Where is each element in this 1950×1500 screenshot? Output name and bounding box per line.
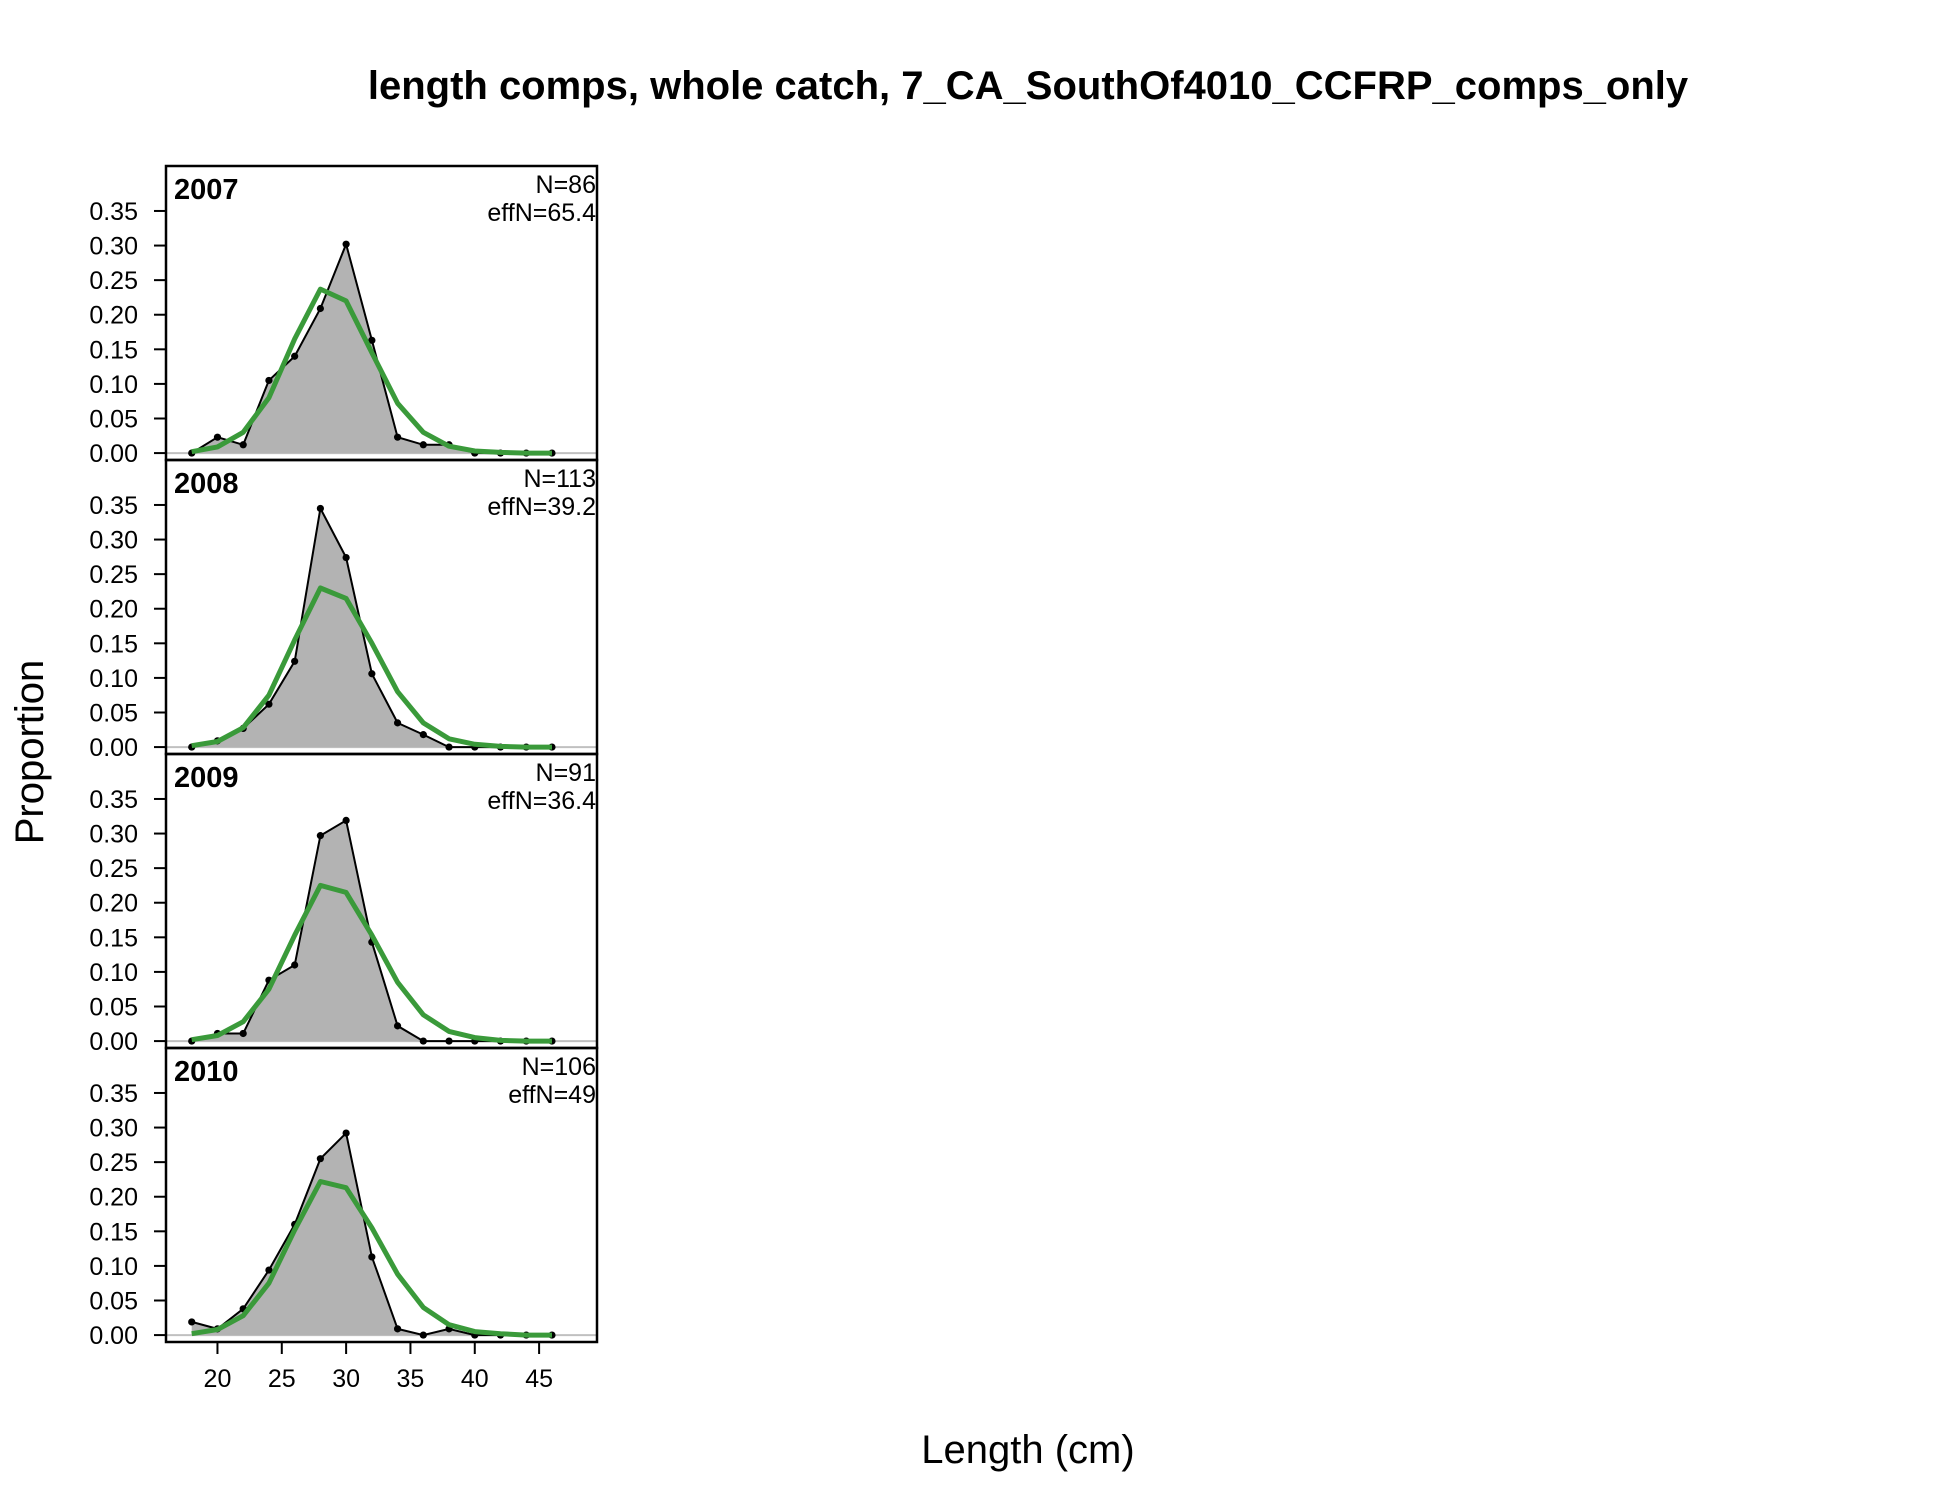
panel-effn-label: effN=65.4	[487, 199, 596, 227]
observed-point	[316, 832, 324, 840]
observed-point	[342, 1129, 350, 1137]
observed-point	[342, 816, 350, 825]
observed-point	[291, 352, 299, 360]
observed-point	[265, 376, 273, 385]
y-tick-label: 0.15	[89, 336, 138, 364]
observed-point	[316, 304, 324, 313]
y-tick-label: 0.35	[89, 786, 138, 814]
panel-n-label: N=91	[536, 759, 596, 787]
y-tick-label: 0.20	[89, 302, 138, 330]
y-tick-label: 0.30	[89, 821, 138, 849]
observed-point	[265, 1266, 273, 1274]
observed-point	[445, 743, 453, 751]
panel-year-label: 2010	[174, 1056, 239, 1088]
observed-area	[191, 508, 552, 748]
observed-point	[316, 1155, 324, 1163]
panel-2009: 0.00 0.05 0.10 0.15 0.20 0.25 0.30 0.35 2009 N=91…	[89, 752, 599, 1056]
y-tick-label: 0.25	[89, 855, 138, 883]
panel-n-label: N=106	[522, 1053, 596, 1081]
expected-line	[191, 882, 552, 1044]
panel-year-label: 2009	[174, 762, 239, 794]
observed-point	[265, 700, 273, 708]
observed-point	[239, 441, 247, 449]
observed-area	[191, 820, 552, 1042]
observed-point	[368, 670, 376, 678]
y-tick-label: 0.00	[89, 440, 138, 468]
observed-point	[342, 553, 350, 562]
panel-year-label: 2007	[174, 174, 239, 206]
y-tick-label: 0.05	[89, 405, 138, 433]
y-tick-label: 0.35	[89, 198, 138, 226]
y-tick-label: 0.35	[89, 492, 138, 520]
y-tick-label: 0.15	[89, 924, 138, 952]
y-tick-label: 0.20	[89, 890, 138, 918]
y-tick-label: 0.15	[89, 630, 138, 658]
x-tick-label: 20	[204, 1365, 232, 1393]
y-tick-label: 0.20	[89, 596, 138, 624]
observed-point	[368, 1253, 376, 1261]
observed-point	[188, 1318, 196, 1326]
y-tick-label: 0.35	[89, 1080, 138, 1108]
x-tick-label: 25	[268, 1365, 296, 1393]
expected-line	[191, 585, 552, 750]
panel-2007: 0.00 0.05 0.10 0.15 0.20 0.25 0.30 0.35 2007 N=86…	[89, 164, 599, 468]
expected-line	[191, 286, 552, 456]
observed-point	[393, 719, 402, 727]
observed-point	[419, 441, 427, 449]
y-tick-label: 0.30	[89, 1115, 138, 1143]
panel-effn-label: effN=36.4	[487, 787, 596, 815]
y-tick-label: 0.30	[89, 233, 138, 261]
x-axis-title: Length (cm)	[921, 1428, 1134, 1472]
observed-point	[213, 433, 222, 441]
y-tick-label: 0.20	[89, 1184, 138, 1212]
y-tick-label: 0.00	[89, 1028, 138, 1056]
y-tick-label: 0.05	[89, 1287, 138, 1315]
y-tick-label: 0.10	[89, 371, 138, 399]
y-tick-label: 0.05	[89, 699, 138, 727]
x-tick-label: 35	[397, 1365, 425, 1393]
panel-effn-label: effN=49	[508, 1081, 596, 1109]
expected-line	[191, 1179, 552, 1338]
observed-point	[419, 1037, 427, 1045]
y-tick-label: 0.25	[89, 561, 138, 589]
observed-area	[191, 1133, 552, 1336]
x-tick-label: 45	[525, 1365, 553, 1393]
y-tick-label: 0.25	[89, 267, 138, 295]
x-axis: 20 25 30 35 40 45	[204, 1342, 553, 1393]
y-tick-label: 0.05	[89, 993, 138, 1021]
y-tick-label: 0.10	[89, 1253, 138, 1281]
y-tick-label: 0.00	[89, 1322, 138, 1350]
observed-point	[316, 504, 324, 513]
panel-frame	[164, 1046, 599, 1344]
panel-effn-label: effN=39.2	[487, 493, 596, 521]
observed-point	[419, 731, 427, 739]
panel-year-label: 2008	[174, 468, 239, 500]
observed-point	[393, 1325, 402, 1333]
observed-point	[239, 1029, 247, 1038]
observed-point	[445, 1037, 453, 1045]
y-tick-label: 0.10	[89, 665, 138, 693]
panel-2008: 0.00 0.05 0.10 0.15 0.20 0.25 0.30 0.35 2008 N=11…	[89, 458, 599, 762]
y-tick-label: 0.15	[89, 1218, 138, 1246]
y-tick-label: 0.30	[89, 527, 138, 555]
observed-point	[393, 1022, 402, 1030]
observed-point	[368, 336, 376, 344]
observed-point	[342, 240, 350, 248]
observed-point	[291, 961, 299, 969]
observed-point	[419, 1331, 427, 1339]
observed-point	[393, 433, 402, 441]
panel-n-label: N=113	[523, 465, 596, 493]
panel-2010: 0.00 0.05 0.10 0.15 0.20 0.25 0.30 0.35 2010 N=10…	[89, 1046, 599, 1350]
y-tick-label: 0.00	[89, 734, 138, 762]
y-tick-label: 0.10	[89, 959, 138, 987]
x-tick-label: 30	[332, 1365, 360, 1393]
y-axis-title: Proportion	[8, 660, 52, 845]
chart-title: length comps, whole catch, 7_CA_SouthOf4…	[368, 64, 1689, 108]
observed-point	[291, 657, 299, 665]
panels-group: 0.00 0.05 0.10 0.15 0.20 0.25 0.30 0.35 2007 N=86…	[89, 164, 599, 1350]
y-tick-label: 0.25	[89, 1149, 138, 1177]
panel-n-label: N=86	[536, 171, 596, 199]
x-tick-label: 40	[461, 1365, 489, 1393]
